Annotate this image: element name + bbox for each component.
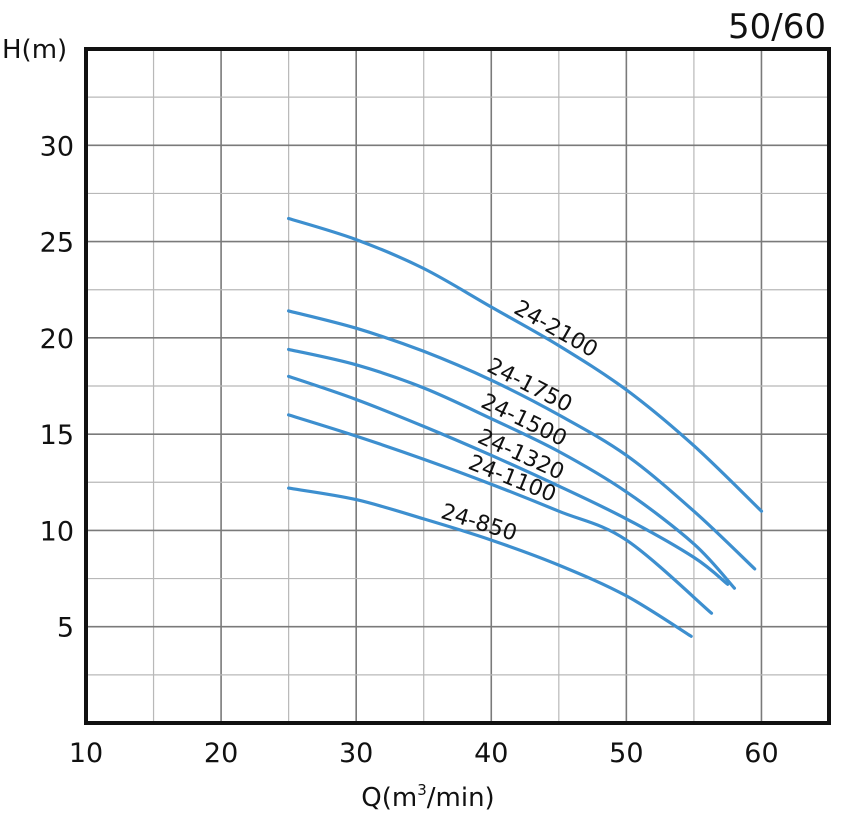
x-axis-label-superscript: 3 — [417, 781, 427, 799]
y-tick-label: 25 — [40, 228, 74, 259]
x-axis-label-suffix: /min) — [427, 783, 495, 813]
x-tick-labels: 10 20 30 40 50 60 — [69, 738, 779, 769]
x-tick-label: 60 — [744, 738, 778, 769]
x-tick-label: 30 — [339, 738, 373, 769]
plot-frame — [84, 47, 831, 725]
corner-label: 50/60 — [728, 7, 826, 47]
series-line-24-1750 — [287, 309, 757, 571]
x-tick-label: 40 — [474, 738, 508, 769]
series-labels: 24-210024-175024-150024-132024-110024-85… — [438, 296, 602, 547]
series-label-24-850: 24-850 — [438, 499, 520, 546]
series-line-24-1100 — [287, 413, 714, 615]
x-axis-label: Q(m3/min) — [361, 781, 494, 813]
y-tick-label: 10 — [40, 516, 74, 547]
series-line-24-1320 — [287, 374, 730, 586]
series-line-24-2100 — [287, 216, 764, 513]
series-line-24-850 — [287, 486, 693, 638]
y-tick-label: 15 — [40, 420, 74, 451]
grid — [86, 49, 829, 723]
y-tick-labels: 5 10 15 20 25 30 — [40, 131, 74, 643]
x-tick-label: 20 — [204, 738, 238, 769]
y-tick-label: 30 — [40, 131, 74, 162]
y-axis-label: H(m) — [2, 35, 67, 65]
x-tick-label: 50 — [609, 738, 643, 769]
y-tick-label: 5 — [57, 613, 74, 644]
curves — [287, 216, 764, 638]
x-tick-label: 10 — [69, 738, 103, 769]
series-line-24-1500 — [287, 347, 736, 590]
y-tick-label: 20 — [40, 324, 74, 355]
x-axis-label-prefix: Q(m — [361, 783, 417, 813]
series-label-24-2100: 24-2100 — [509, 296, 601, 363]
